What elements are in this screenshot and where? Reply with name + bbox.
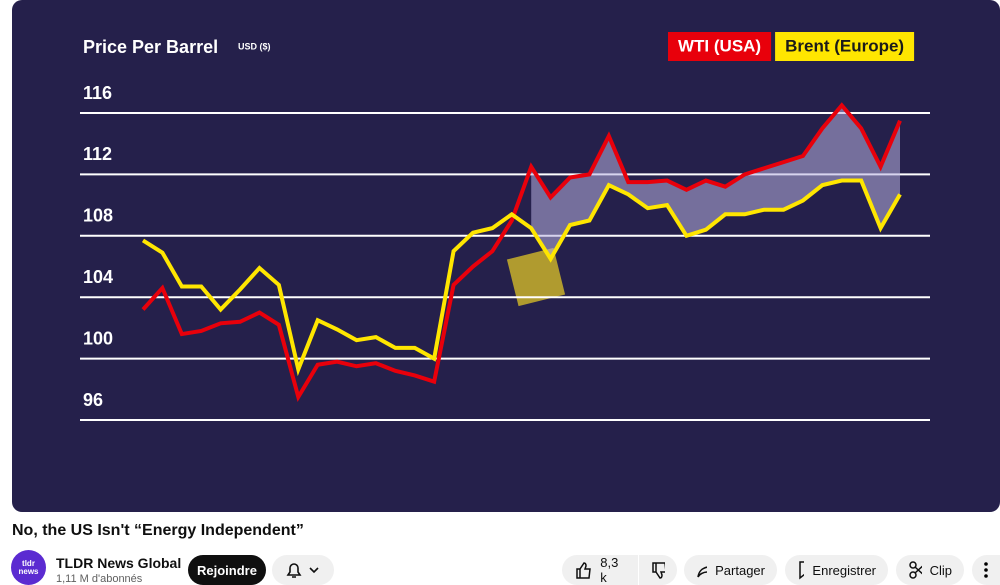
price-line [141, 178, 902, 377]
y-tick-label: 104 [83, 267, 113, 287]
share-label: Partager [715, 562, 765, 578]
legend-item: WTI (USA) [668, 32, 772, 61]
y-tick-label: 116 [83, 83, 112, 103]
more-button[interactable] [972, 555, 1000, 585]
like-icon [576, 562, 591, 579]
share-button[interactable]: Partager [684, 555, 777, 585]
video-player[interactable]: Price Per Barrel USD ($) 96 100 104 108 112 1… [0, 0, 1000, 512]
chart-title: Price Per Barrel [83, 37, 218, 57]
channel-name[interactable]: TLDR News Global [56, 555, 182, 571]
clip-button[interactable]: Clip [896, 555, 964, 585]
like-count: 8,3 k [600, 555, 619, 585]
legend-swatch [668, 32, 772, 61]
like-button[interactable]: 8,3 k [562, 555, 638, 585]
dislike-icon [652, 562, 665, 579]
save-button[interactable]: Enregistrer [785, 555, 888, 585]
subscriber-count: 1,11 M d'abonnés [56, 573, 143, 585]
y-tick-label: 108 [83, 206, 113, 226]
channel-avatar[interactable]: tldr news [11, 550, 46, 585]
clip-icon [909, 561, 922, 579]
spread-area [531, 105, 900, 259]
join-button[interactable]: Rejoindre [188, 555, 266, 585]
notify-button[interactable] [272, 555, 334, 585]
legend-label: Brent (Europe) [785, 36, 904, 55]
video-frame [12, 0, 1000, 512]
more-icon [984, 562, 988, 578]
save-icon [799, 561, 805, 580]
share-icon [697, 566, 708, 578]
save-label: Enregistrer [812, 562, 876, 578]
legend-label: WTI (USA) [678, 36, 761, 55]
dislike-button[interactable] [639, 555, 677, 585]
y-tick-label: 112 [83, 144, 112, 164]
y-tick-label: 96 [83, 390, 103, 410]
price-line [141, 102, 902, 403]
legend-item: Brent (Europe) [775, 32, 915, 61]
video-title: No, the US Isn't “Energy Independent” [12, 522, 304, 539]
y-tick-label: 100 [83, 328, 113, 348]
legend-swatch [775, 32, 915, 61]
clip-label: Clip [929, 562, 952, 578]
chart-subtitle: USD ($) [238, 41, 271, 51]
bell-icon [286, 563, 319, 578]
